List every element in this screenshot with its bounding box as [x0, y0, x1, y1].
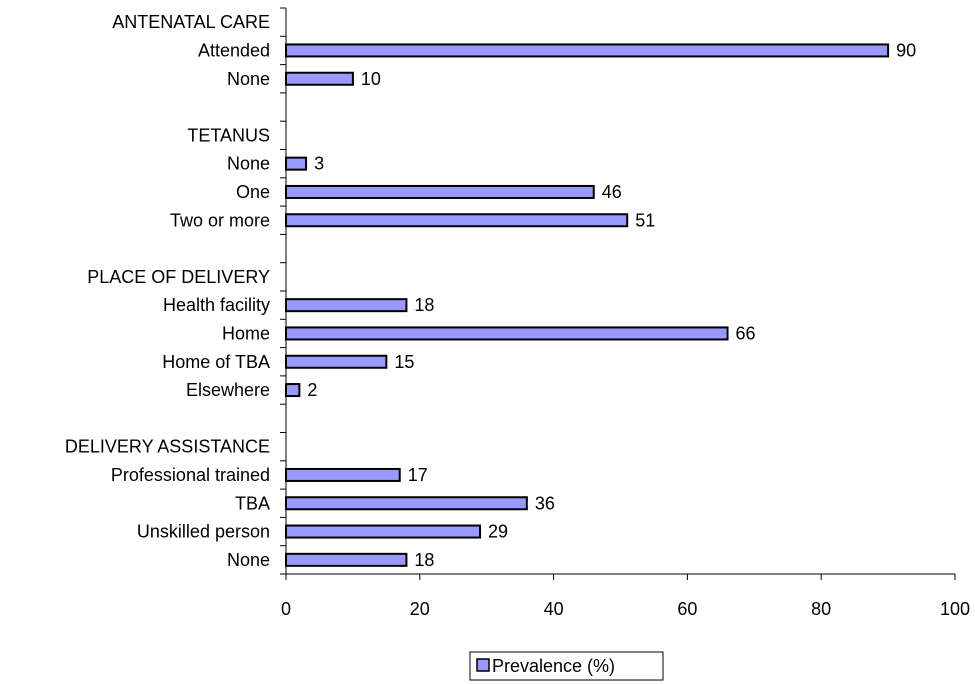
category-labels: ANTENATAL CARE Attended None TETANUS None One…	[65, 12, 270, 570]
category-label: Unskilled person	[137, 522, 270, 542]
category-label: None	[227, 154, 270, 174]
category-label: Professional trained	[111, 465, 270, 485]
legend: Prevalence (%)	[469, 651, 664, 681]
data-label: 18	[414, 550, 434, 570]
category-label: DELIVERY ASSISTANCE	[65, 437, 270, 457]
category-label: TETANUS	[187, 125, 270, 145]
bar	[285, 43, 890, 58]
category-label: None	[227, 69, 270, 89]
data-label: 2	[307, 380, 317, 400]
category-label: One	[236, 182, 270, 202]
category-label: ANTENATAL CARE	[112, 12, 270, 32]
data-label: 3	[314, 154, 324, 174]
data-label: 51	[635, 210, 655, 230]
legend-box	[469, 651, 664, 681]
category-label: Home of TBA	[162, 352, 270, 372]
data-label: 66	[736, 323, 756, 343]
category-label: None	[227, 550, 270, 570]
x-tick-label: 40	[544, 599, 564, 619]
category-label: Home	[222, 323, 270, 343]
bar	[285, 71, 354, 86]
bars	[285, 43, 890, 567]
bar	[285, 496, 528, 511]
bar	[285, 552, 408, 567]
data-label: 10	[361, 69, 381, 89]
bar	[285, 524, 482, 539]
data-label: 17	[408, 465, 428, 485]
category-label: TBA	[235, 493, 270, 513]
category-label: Health facility	[163, 295, 270, 315]
data-label: 29	[488, 522, 508, 542]
bar	[285, 383, 301, 398]
bar	[285, 354, 388, 369]
x-tick-label: 60	[677, 599, 697, 619]
bar	[285, 156, 308, 171]
bar	[285, 298, 408, 313]
category-label: Two or more	[170, 210, 270, 230]
category-label: Elsewhere	[186, 380, 270, 400]
category-label: PLACE OF DELIVERY	[87, 267, 270, 287]
category-label: Attended	[198, 40, 270, 60]
bar	[285, 467, 401, 482]
axes: 0 20 40 60 80 100	[280, 7, 970, 619]
bar	[285, 184, 595, 199]
data-label: 15	[394, 352, 414, 372]
x-tick-label: 0	[281, 599, 291, 619]
data-label: 36	[535, 493, 555, 513]
data-label: 46	[602, 182, 622, 202]
x-tick-label: 80	[811, 599, 831, 619]
data-label: 90	[896, 40, 916, 60]
bar	[285, 213, 629, 228]
x-tick-label: 100	[940, 599, 970, 619]
data-label: 18	[414, 295, 434, 315]
bar	[285, 326, 729, 341]
x-tick-label: 20	[410, 599, 430, 619]
data-labels: 90 10 3 46 51 18 66 15 2 17 36 29 18	[307, 40, 916, 569]
legend-swatch	[476, 658, 490, 672]
legend-label: Prevalence (%)	[492, 656, 615, 676]
